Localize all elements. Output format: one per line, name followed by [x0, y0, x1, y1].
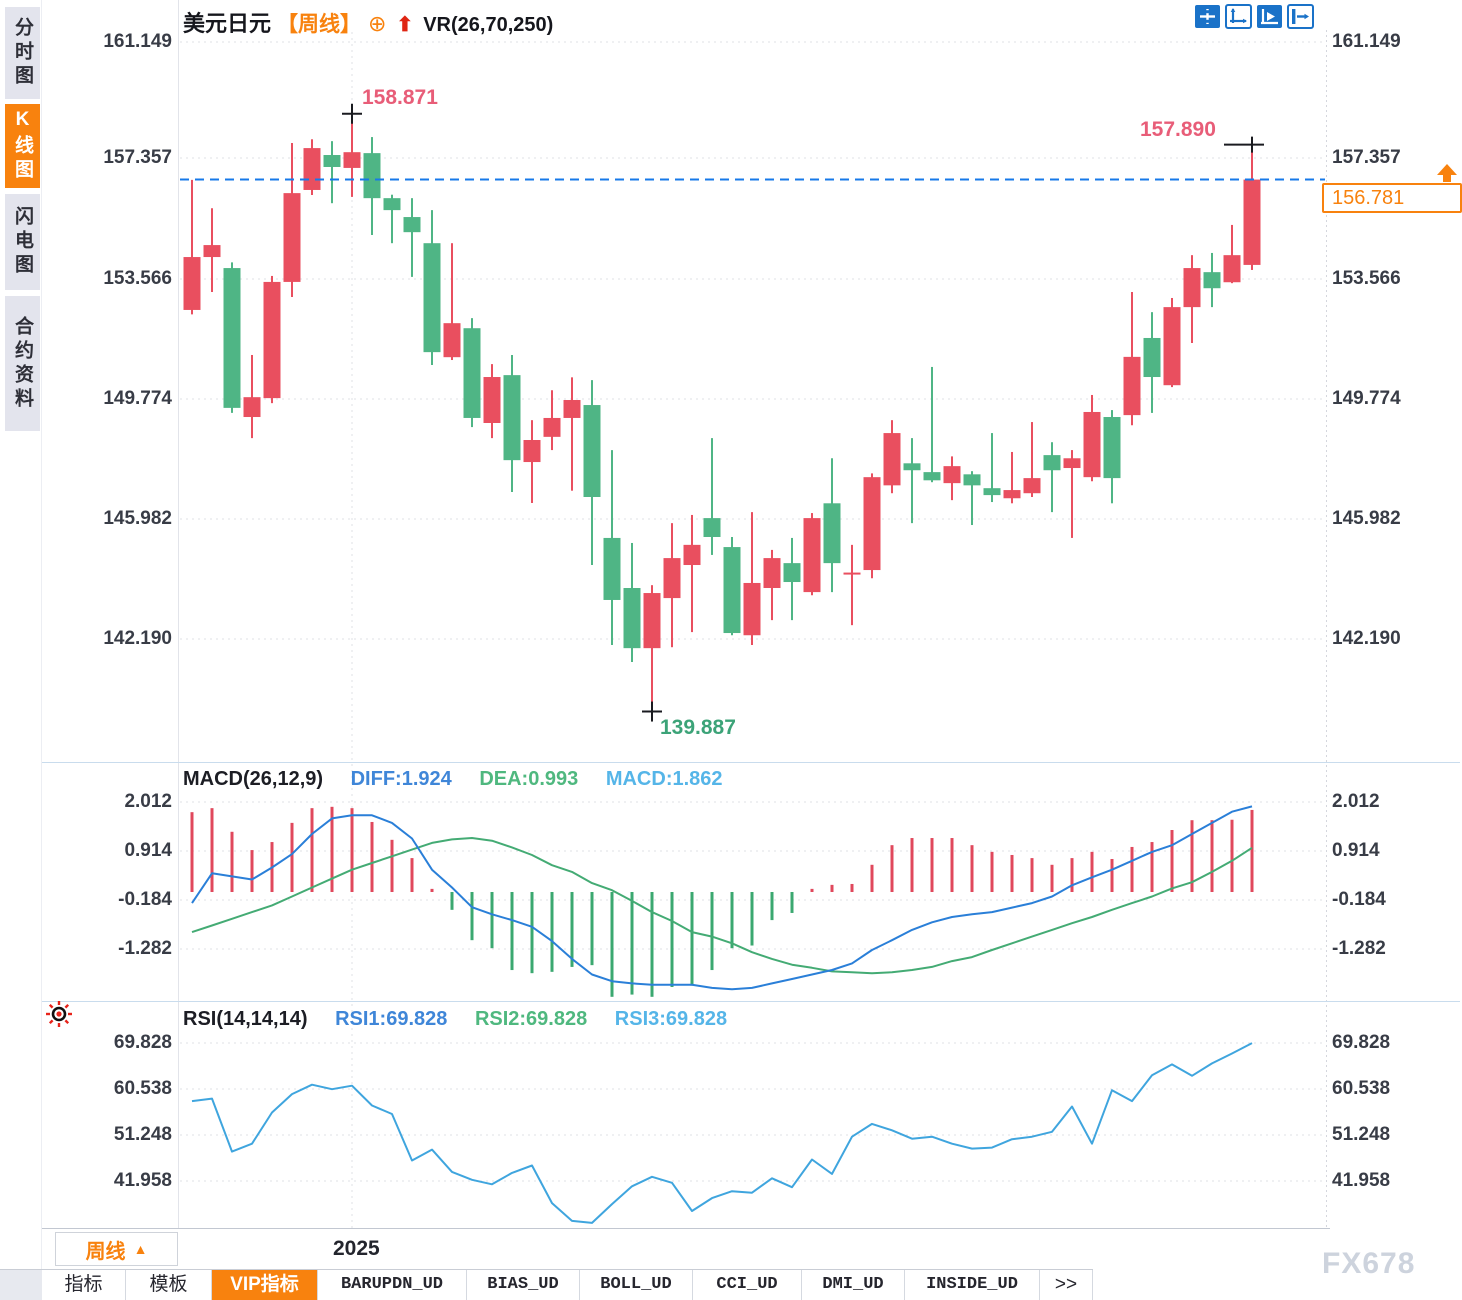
period-selector-label: 周线 — [85, 1240, 126, 1263]
rsi-series — [191, 1042, 1253, 1224]
tab-cci-ud[interactable]: CCI_UD — [693, 1270, 802, 1300]
sidebar-tab-candle-chart[interactable]: K线图 — [5, 104, 40, 188]
tab-more[interactable]: >> — [1040, 1270, 1093, 1300]
price-axis-label: 149.774 — [1332, 388, 1401, 409]
price-axis-label: 157.357 — [103, 147, 172, 168]
macd-axis-label: 2.012 — [124, 791, 172, 812]
macd-axis-label: 0.914 — [1332, 840, 1380, 861]
scroll-up-arrow-icon[interactable] — [1437, 164, 1457, 175]
rsi-axis-label: 69.828 — [1332, 1032, 1391, 1053]
period-label[interactable]: 【周线】 — [277, 13, 362, 36]
sidebar-divider — [41, 0, 42, 1300]
rsi-header: RSI(14,14,14) RSI1:69.828 RSI2:69.828 RS… — [183, 1008, 727, 1031]
macd-header: MACD(26,12,9) DIFF:1.924 DEA:0.993 MACD:… — [183, 768, 723, 791]
rsi-name-label[interactable]: RSI(14,14,14) — [183, 1008, 308, 1030]
scroll-up-arrow-stem — [1443, 175, 1451, 182]
sidebar-tab-time-chart[interactable]: 分时图 — [5, 7, 40, 99]
price-axis-label: 161.149 — [103, 31, 172, 52]
axis-range-icon[interactable] — [1225, 4, 1252, 29]
tab-inside-ud[interactable]: INSIDE_UD — [905, 1270, 1040, 1300]
period-selector[interactable]: 周线 ▲ — [55, 1232, 178, 1266]
macd-macd-value: MACD:1.862 — [605, 768, 723, 790]
macd-axis-label: 0.914 — [124, 840, 172, 861]
tab-barupdn-ud[interactable]: BARUPDN_UD — [318, 1270, 467, 1300]
auto-fit-icon[interactable] — [1256, 4, 1283, 29]
price-axis-label: 149.774 — [103, 388, 172, 409]
tabbar-left-filler — [0, 1269, 42, 1300]
price-axis-label: 145.982 — [103, 508, 172, 529]
price-axis-label: 153.566 — [103, 268, 172, 289]
rsi-axis-label: 51.248 — [113, 1124, 172, 1145]
compare-add-icon[interactable]: ⊕ — [368, 11, 387, 36]
sidebar-tab-lightning-chart[interactable]: 闪电图 — [5, 194, 40, 290]
x-axis-year-label: 2025 — [333, 1237, 380, 1260]
symbol-name: 美元日元 — [183, 11, 272, 36]
dropdown-triangle-icon: ▲ — [133, 1241, 148, 1257]
low-price-annotation: 139.887 — [660, 716, 736, 739]
macd-axis-label: -0.184 — [118, 889, 172, 910]
tab-boll-ud[interactable]: BOLL_UD — [580, 1270, 693, 1300]
current-price-badge: 156.781 — [1322, 183, 1462, 213]
recent-high-annotation: 157.890 — [1140, 118, 1216, 141]
macd-axis-label: -1.282 — [118, 938, 172, 959]
tab-indicators[interactable]: 指标 — [42, 1270, 126, 1300]
macd-axis-label: 2.012 — [1332, 791, 1380, 812]
indicator-tab-bar: 指标 模板 VIP指标 BARUPDN_UD BIAS_UD BOLL_UD C… — [42, 1269, 1093, 1300]
price-axis-label: 157.357 — [1332, 147, 1401, 168]
macd-dea-value: DEA:0.993 — [479, 768, 579, 790]
collapse-right-icon[interactable] — [1287, 4, 1314, 29]
rsi2-value: RSI2:69.828 — [474, 1008, 588, 1030]
tab-vip-indicators[interactable]: VIP指标 — [212, 1270, 318, 1300]
tab-dmi-ud[interactable]: DMI_UD — [802, 1270, 905, 1300]
chart-title-bar: 美元日元 【周线】 ⊕ ⬆ VR(26,70,250) — [183, 6, 553, 38]
rsi-axis-label: 69.828 — [113, 1032, 172, 1053]
rsi-axis-label: 41.958 — [1332, 1170, 1391, 1191]
rsi-axis-label: 51.248 — [1332, 1124, 1391, 1145]
trend-up-arrow-icon: ⬆ — [396, 14, 414, 36]
rsi-axis-label: 60.538 — [113, 1078, 172, 1099]
rsi1-value: RSI1:69.828 — [335, 1008, 448, 1030]
price-axis-label: 153.566 — [1332, 268, 1401, 289]
macd-axis-label: -1.282 — [1332, 938, 1386, 959]
price-axis-label: 161.149 — [1332, 31, 1401, 52]
price-axis-label: 142.190 — [1332, 628, 1401, 649]
macd-name-label[interactable]: MACD(26,12,9) — [183, 768, 324, 790]
chart-toolbar — [1194, 4, 1314, 29]
tab-templates[interactable]: 模板 — [126, 1270, 212, 1300]
macd-diff-value: DIFF:1.924 — [350, 768, 452, 790]
rsi-axis-label: 60.538 — [1332, 1078, 1391, 1099]
indicator-settings-sun-icon[interactable] — [44, 999, 74, 1029]
macd-axis-label: -0.184 — [1332, 889, 1386, 910]
price-axis-label: 142.190 — [103, 628, 172, 649]
rsi-axis-label: 41.958 — [113, 1170, 172, 1191]
candlestick-series — [183, 113, 1261, 712]
rsi3-value: RSI3:69.828 — [614, 1008, 728, 1030]
high-price-annotation: 158.871 — [362, 86, 438, 109]
vr-indicator-label[interactable]: VR(26,70,250) — [423, 14, 554, 36]
tab-bias-ud[interactable]: BIAS_UD — [467, 1270, 580, 1300]
macd-series — [190, 805, 1254, 997]
sidebar-tab-contract-info[interactable]: 合约资料 — [5, 296, 40, 431]
price-axis-label: 145.982 — [1332, 508, 1401, 529]
pan-icon[interactable] — [1194, 4, 1221, 29]
